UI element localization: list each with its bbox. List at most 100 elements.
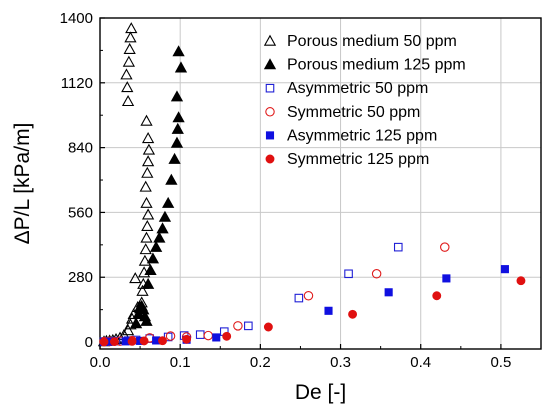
data-point (146, 252, 160, 264)
data-point (170, 136, 184, 148)
data-point (432, 291, 442, 301)
legend-marker (263, 34, 277, 46)
data-point (140, 114, 153, 126)
data-point (138, 254, 152, 266)
x-tick-label: 0.5 (490, 354, 511, 371)
legend-label: Symmetric 50 ppm (287, 104, 420, 121)
data-point (139, 243, 152, 255)
data-point (156, 222, 169, 234)
data-point (158, 210, 172, 222)
data-point (393, 242, 403, 252)
data-point (141, 277, 155, 289)
data-point (141, 155, 155, 167)
data-point (99, 337, 109, 347)
data-point (348, 309, 358, 319)
legend-label: Porous medium 50 ppm (287, 33, 457, 50)
data-point (121, 94, 135, 107)
plot-frame (99, 17, 542, 350)
legend-marker (263, 58, 277, 70)
axis-ticks: 0.0 0.1 0.2 0.3 0.4 0.5 0 280 560 840 1120 1400 (60, 10, 512, 371)
data-point (141, 132, 155, 144)
y-tick-label: 280 (68, 269, 93, 286)
data-point (344, 269, 353, 279)
y-tick-label: 560 (68, 204, 93, 221)
data-point (162, 196, 175, 208)
data-point (371, 269, 382, 279)
data-point (233, 321, 243, 331)
data-point (140, 231, 153, 243)
data-point (442, 274, 451, 283)
legend-label: Porous medium 125 ppm (287, 57, 466, 74)
series-6 (99, 276, 526, 347)
data-point (174, 61, 188, 73)
legend-marker (265, 131, 275, 140)
data-point (172, 45, 185, 57)
data-point (127, 336, 137, 346)
data-point (120, 68, 133, 80)
data-point (263, 322, 273, 332)
y-tick-label: 0 (85, 334, 93, 351)
data-point (203, 330, 213, 341)
data-point (170, 90, 184, 102)
legend-marker (265, 154, 275, 164)
x-tick-label: 0.0 (90, 354, 111, 371)
series-1 (97, 22, 156, 347)
data-point (122, 55, 136, 67)
y-tick-label: 1120 (61, 75, 93, 92)
data-point (139, 180, 152, 192)
data-point (129, 272, 142, 284)
data-point (140, 196, 153, 208)
data-marks (97, 22, 526, 347)
data-point (140, 314, 153, 326)
data-point (222, 331, 232, 341)
data-point (141, 208, 155, 220)
legend-marker (265, 83, 275, 93)
legend-label: Asymmetric 125 ppm (287, 127, 437, 144)
y-axis-title: ΔP/L [kPa/m] (11, 123, 34, 245)
data-point (182, 334, 192, 344)
data-point (141, 166, 154, 178)
x-tick-label: 0.4 (410, 354, 431, 371)
data-point (142, 143, 156, 155)
data-point (124, 31, 137, 43)
x-tick-label: 0.1 (170, 354, 191, 371)
data-point (324, 306, 333, 315)
data-point (195, 330, 205, 339)
legend-label: Asymmetric 50 ppm (287, 80, 428, 97)
data-point (158, 336, 167, 346)
y-tick-label: 1400 (60, 10, 93, 27)
data-point (136, 284, 149, 296)
data-point (165, 331, 176, 341)
x-tick-label: 0.3 (330, 354, 351, 371)
data-point (149, 240, 163, 252)
data-point (139, 336, 149, 346)
x-tick-label: 0.2 (250, 354, 271, 371)
legend-marker (265, 107, 275, 117)
data-point (144, 263, 157, 276)
data-point (168, 152, 181, 164)
series-2 (129, 45, 188, 329)
data-point (125, 22, 138, 34)
data-point (294, 293, 304, 303)
data-point (129, 317, 143, 329)
y-tick-label: 840 (68, 140, 93, 157)
data-point (384, 288, 393, 297)
legend-label: Symmetric 125 ppm (287, 151, 429, 168)
data-point (153, 231, 166, 243)
data-point (171, 122, 184, 134)
data-point (141, 219, 154, 232)
data-point (172, 111, 185, 123)
data-point (212, 333, 221, 342)
data-point (500, 265, 509, 274)
series-3 (99, 242, 403, 346)
data-point (244, 321, 253, 331)
data-point (123, 42, 136, 54)
data-point (516, 276, 526, 286)
data-point (121, 81, 134, 93)
legend: Porous medium 50 ppm Porous medium 125 pp… (263, 33, 466, 168)
data-point (165, 173, 178, 185)
grid (100, 18, 541, 349)
data-point (121, 324, 135, 336)
x-axis-title: De [-] (295, 381, 346, 404)
